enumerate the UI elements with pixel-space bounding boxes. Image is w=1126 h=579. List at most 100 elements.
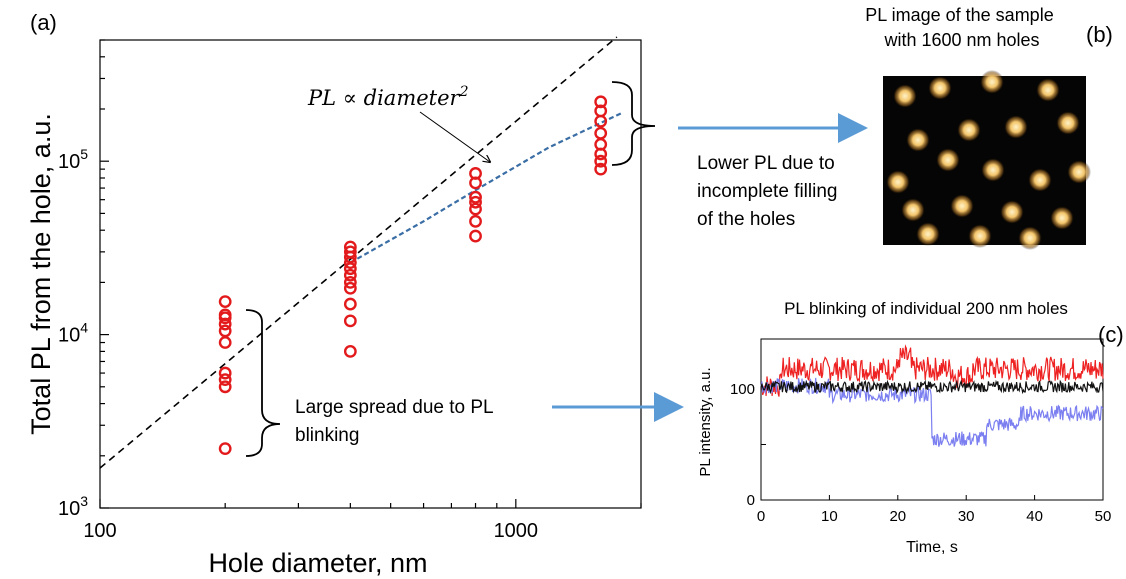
blinking-y-tick-label: 0: [747, 492, 755, 509]
data-point: [594, 126, 608, 140]
blinking-chart-traces: [760, 344, 1104, 447]
main-chart-ticks: [99, 39, 642, 509]
pl-spot: [906, 128, 930, 152]
lower-pl-annotation: Lower PL due to incomplete filling of th…: [697, 153, 843, 230]
pl-spot: [1036, 78, 1060, 102]
pl-image-title-line-2: with 1600 nm holes: [883, 30, 1039, 50]
data-point: [218, 442, 232, 456]
data-point: [343, 297, 357, 311]
pl-spot: [1067, 160, 1091, 184]
data-point: [469, 229, 482, 243]
panel-label-c: (c): [1098, 322, 1124, 347]
data-point: [343, 276, 357, 289]
pl-spot: [980, 70, 1004, 94]
lower-pl-line-2: incomplete filling: [697, 181, 837, 202]
data-point: [343, 250, 357, 264]
y-tick-label: 104: [58, 320, 88, 347]
trace-black: [760, 379, 1104, 395]
data-point: [594, 114, 608, 128]
data-point: [218, 380, 232, 394]
blinking-x-axis-title: Time, s: [906, 539, 958, 556]
data-point: [218, 295, 232, 308]
pl-image: [883, 70, 1091, 250]
pl-law-exponent: 2: [459, 84, 469, 100]
data-point: [343, 262, 357, 276]
blinking-x-tick-label: 50: [1095, 508, 1112, 525]
data-point: [469, 195, 482, 209]
pl-spot: [901, 198, 925, 222]
data-point: [469, 214, 482, 228]
pl-law-pointer-arrow: [419, 111, 490, 162]
main-log-chart: 103 104 105 100 1000 Total PL from the hole…: [26, 36, 642, 578]
pl-spot: [928, 76, 952, 100]
brace-large-spread: [245, 309, 281, 457]
x-tick-label: 1000: [494, 520, 539, 542]
data-point: [594, 162, 608, 176]
blinking-x-tick-label: 10: [821, 508, 838, 525]
pl-law-text: PL ∝ diameter: [307, 86, 462, 110]
main-chart-x-tick-labels: 100 1000: [83, 520, 538, 542]
blinking-chart-frame: [760, 338, 1104, 501]
main-chart-y-tick-labels: 103 104 105: [58, 146, 88, 520]
data-point: [469, 176, 482, 190]
pl-spot: [893, 84, 917, 108]
pl-spot: [1000, 200, 1024, 224]
data-point: [594, 95, 608, 109]
blinking-chart: 0 10 20 30 40 50 0 100 PL intensity, a.u. Time,…: [697, 338, 1111, 556]
blinking-chart-title: PL blinking of individual 200 nm holes: [784, 299, 1068, 318]
pl-spot: [1050, 206, 1074, 230]
blinking-x-tick-label: 30: [958, 508, 975, 525]
data-point: [218, 336, 232, 349]
blinking-y-tick-label: 100: [730, 381, 755, 398]
trace-blue: [760, 377, 1104, 447]
pl-spot: [968, 224, 992, 248]
lower-pl-line-1: Lower PL due to: [697, 153, 835, 174]
blinking-x-tick-label: 40: [1026, 508, 1043, 525]
data-point: [594, 147, 608, 161]
trace-red: [760, 344, 1104, 397]
pl-spot: [936, 148, 960, 172]
pl-law-annotation: PL ∝ diameter2: [307, 84, 469, 110]
large-spread-annotation: Large spread due to PL blinking: [295, 397, 498, 446]
blinking-chart-ticks: 0 10 20 30 40 50 0 100: [730, 381, 1111, 525]
data-point: [343, 268, 357, 282]
data-point: [343, 256, 357, 270]
data-point: [469, 202, 482, 216]
data-point: [343, 314, 357, 328]
panel-label-a: (a): [30, 10, 57, 35]
data-point: [218, 366, 232, 380]
pl-spot: [886, 170, 910, 194]
blinking-x-tick-label: 0: [757, 508, 765, 525]
data-point: [594, 154, 608, 168]
panel-label-b: (b): [1086, 22, 1113, 47]
pl-image-spots: [886, 70, 1091, 250]
blinking-y-axis-title: PL intensity, a.u.: [697, 367, 714, 476]
pl-spot: [1028, 168, 1052, 192]
blinking-x-tick-label: 20: [889, 508, 906, 525]
pl-image-title: PL image of the sample with 1600 nm hole…: [865, 5, 1058, 50]
pl-spot: [1004, 115, 1028, 139]
trend-line-fit: [349, 111, 623, 264]
data-point: [218, 311, 232, 325]
x-axis-title: Hole diameter, nm: [208, 548, 427, 578]
large-spread-line-1: Large spread due to PL: [295, 397, 493, 418]
lower-pl-line-3: of the holes: [697, 209, 795, 230]
brace-lower-pl: [611, 81, 656, 166]
data-point: [469, 190, 482, 204]
pl-spot: [950, 194, 974, 218]
pl-spot: [981, 158, 1005, 182]
y-axis-title: Total PL from the hole, a.u.: [26, 113, 56, 435]
pl-spot: [916, 222, 940, 246]
large-spread-line-2: blinking: [295, 425, 359, 446]
data-point: [218, 317, 232, 331]
main-chart-frame: [99, 39, 642, 509]
y-tick-label: 103: [58, 493, 88, 520]
data-point: [343, 345, 357, 358]
pl-spot: [1056, 111, 1080, 135]
data-point: [343, 281, 357, 295]
pl-spot: [957, 118, 981, 142]
pl-spot: [1018, 226, 1042, 250]
trend-line-diameter-squared: [99, 36, 618, 469]
pl-image-title-line-1: PL image of the sample: [865, 5, 1053, 25]
